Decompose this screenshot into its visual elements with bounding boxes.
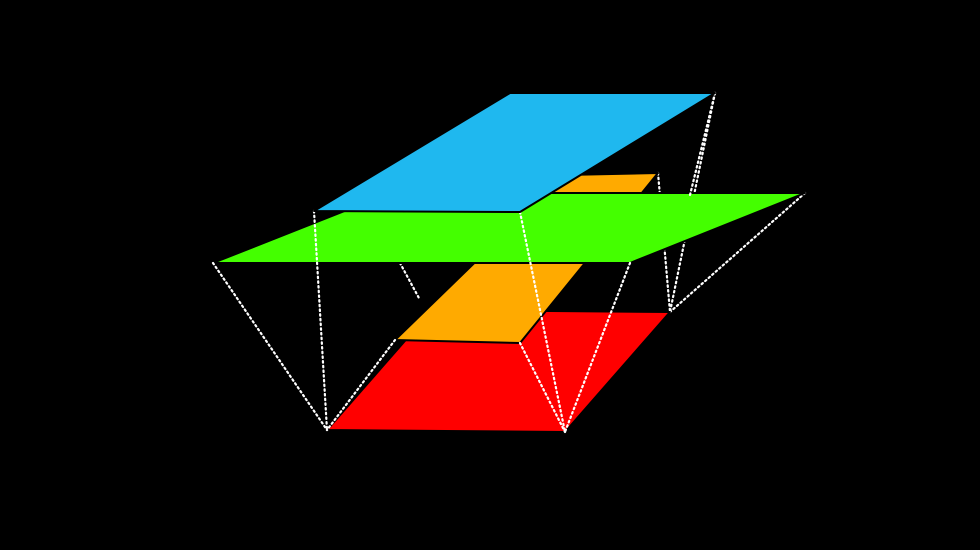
connector-line — [312, 209, 329, 432]
connector-line — [518, 341, 567, 434]
connector-line — [518, 210, 567, 434]
connector-line — [563, 261, 632, 434]
blue-plane — [313, 92, 716, 213]
front-connectors — [211, 91, 717, 434]
mid-connectors — [325, 338, 567, 434]
connector-line — [688, 91, 717, 197]
connector-line — [398, 261, 422, 302]
connector-line — [325, 338, 397, 432]
connector-line — [211, 261, 329, 432]
connector-line — [668, 191, 807, 314]
